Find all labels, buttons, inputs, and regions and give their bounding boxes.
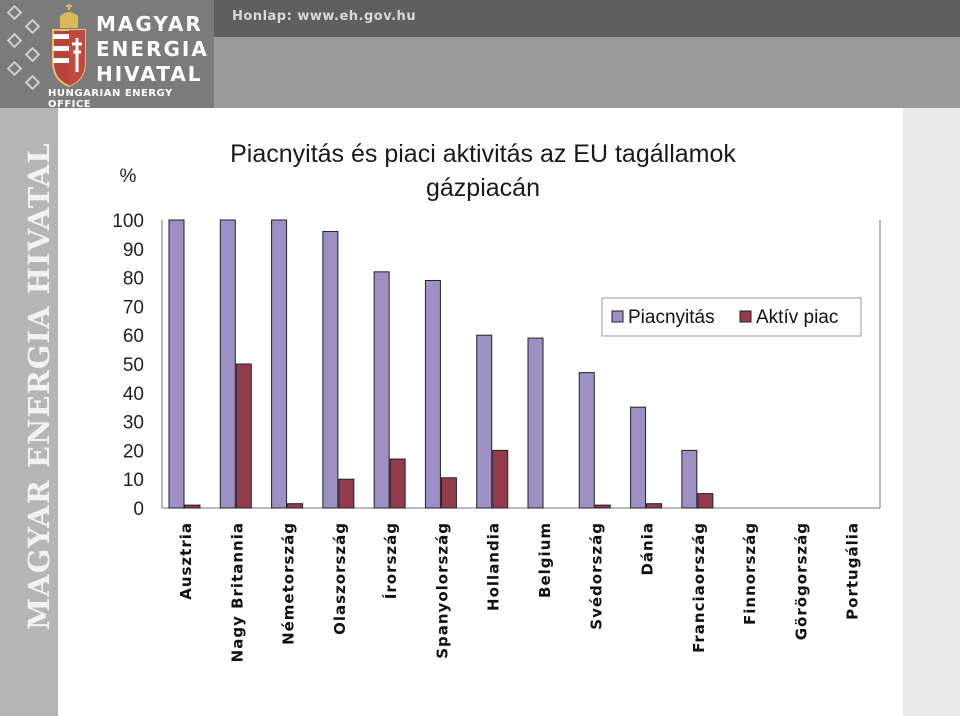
bar-aktiv-piac bbox=[235, 363, 252, 509]
x-tick-label: Németország bbox=[280, 522, 298, 645]
legend-label: Aktív piac bbox=[756, 307, 838, 328]
sidebar bbox=[0, 108, 58, 716]
bar-piacnyitas bbox=[578, 372, 595, 509]
bar-piacnyitas bbox=[373, 271, 390, 509]
x-tick-label: Portugália bbox=[844, 522, 862, 620]
x-tick-label: Ausztria bbox=[177, 522, 195, 600]
bar-aktiv-piac bbox=[646, 503, 663, 509]
bar-aktiv-piac bbox=[440, 477, 457, 509]
legend-box bbox=[601, 297, 862, 337]
bar-piacnyitas bbox=[527, 337, 544, 509]
brand-subtitle: HUNGARIAN ENERGY OFFICE bbox=[48, 88, 173, 110]
y-tick-label: 70 bbox=[123, 297, 144, 318]
y-tick-label: 90 bbox=[123, 240, 144, 261]
bar-aktiv-piac bbox=[492, 449, 509, 509]
y-tick-label: 20 bbox=[123, 441, 144, 462]
bar-piacnyitas bbox=[424, 279, 441, 509]
y-axis-label: % bbox=[120, 166, 137, 187]
x-tick-label: Nagy Britannia bbox=[228, 522, 246, 662]
x-tick-label: Svédország bbox=[587, 522, 605, 630]
chart-title-line: gázpiacán bbox=[426, 174, 540, 202]
bar-piacnyitas bbox=[168, 219, 185, 509]
sidebar-watermark: MAGYAR ENERGIA HIVATAL bbox=[22, 142, 56, 630]
brand-line-3: HIVATAL bbox=[96, 62, 203, 86]
y-tick-label: 40 bbox=[123, 384, 144, 405]
x-tick-label: Finnország bbox=[741, 522, 759, 625]
bar-aktiv-piac bbox=[338, 478, 355, 509]
y-tick-label: 100 bbox=[112, 211, 144, 232]
y-tick-label: 30 bbox=[123, 413, 144, 434]
bar-piacnyitas bbox=[681, 449, 698, 509]
x-tick-label: Olaszország bbox=[331, 522, 349, 635]
brand-line-1: MAGYAR bbox=[96, 12, 203, 36]
legend-label: Piacnyitás bbox=[628, 307, 715, 328]
header-strip bbox=[214, 0, 960, 37]
y-tick-label: 60 bbox=[123, 326, 144, 347]
logo: MAGYAR ENERGIA HIVATAL HUNGARIAN ENERGY … bbox=[0, 0, 214, 110]
homepage-link[interactable]: Honlap: www.eh.gov.hu bbox=[232, 9, 417, 24]
right-margin bbox=[903, 108, 960, 716]
legend-swatch bbox=[611, 310, 624, 323]
bar-piacnyitas bbox=[476, 334, 493, 509]
brand-line-2: ENERGIA bbox=[96, 37, 209, 61]
header-strip-lower bbox=[214, 37, 960, 108]
bar-aktiv-piac bbox=[287, 503, 304, 509]
bar-piacnyitas bbox=[219, 219, 236, 509]
bar-aktiv-piac bbox=[697, 493, 714, 509]
x-tick-label: Hollandia bbox=[485, 522, 503, 611]
legend-swatch bbox=[739, 310, 752, 323]
bar-aktiv-piac bbox=[389, 458, 406, 509]
bar-piacnyitas bbox=[322, 231, 339, 509]
y-tick-label: 10 bbox=[123, 470, 144, 491]
bar-piacnyitas bbox=[271, 219, 288, 509]
chart-title-line: Piacnyitás és piaci aktivitás az EU tagá… bbox=[230, 140, 736, 168]
x-tick-label: Franciaország bbox=[690, 522, 708, 653]
x-tick-label: Spanyolország bbox=[433, 522, 451, 659]
bar-aktiv-piac bbox=[184, 504, 201, 509]
x-tick-label: Dánia bbox=[639, 522, 657, 576]
bar-aktiv-piac bbox=[594, 504, 611, 509]
y-tick-label: 0 bbox=[133, 499, 144, 520]
y-tick-label: 80 bbox=[123, 269, 144, 290]
y-tick-label: 50 bbox=[123, 355, 144, 376]
x-tick-label: Belgium bbox=[536, 522, 554, 598]
bar-piacnyitas bbox=[630, 406, 647, 509]
chart-area: Piacnyitás és piaci aktivitás az EU tagá… bbox=[58, 108, 903, 716]
bar-chart: Piacnyitás és piaci aktivitás az EU tagá… bbox=[112, 140, 881, 662]
x-tick-label: Írország bbox=[381, 522, 400, 599]
x-tick-label: Görögország bbox=[792, 522, 810, 640]
coat-of-arms-icon bbox=[6, 4, 86, 91]
